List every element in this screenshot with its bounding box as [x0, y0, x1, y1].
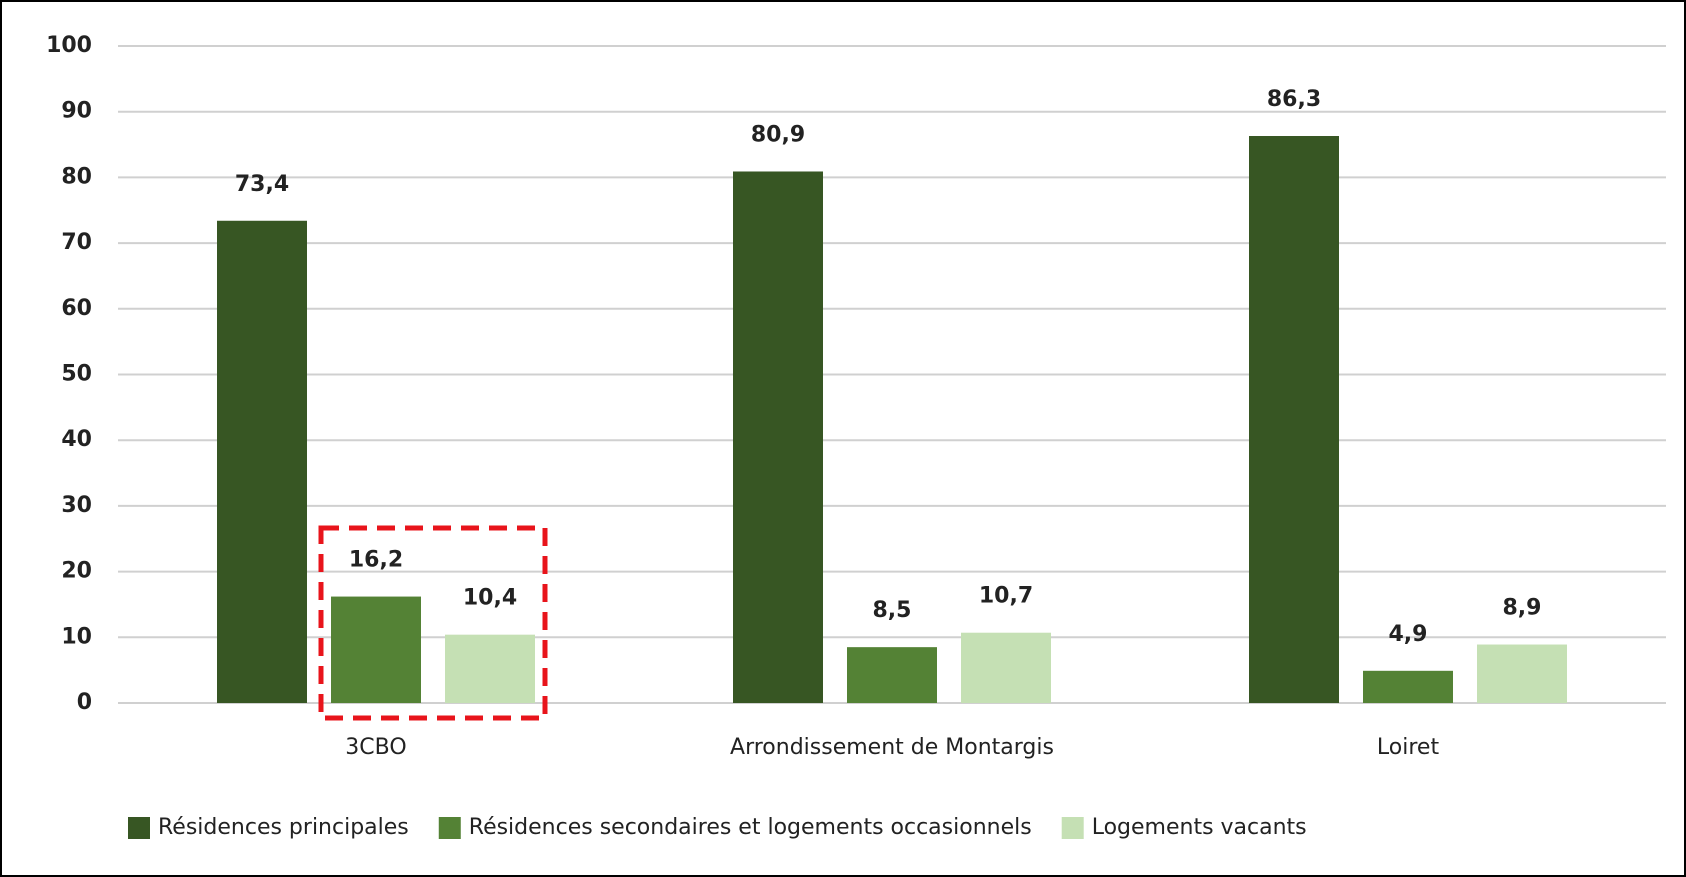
bar [733, 171, 823, 703]
legend-label: Résidences secondaires et logements occa… [469, 815, 1032, 840]
x-tick-label: Arrondissement de Montargis [730, 735, 1054, 760]
legend-swatch [1061, 817, 1084, 839]
bar [1363, 670, 1453, 703]
data-label: 86,3 [1267, 87, 1321, 112]
data-label: 80,9 [751, 122, 805, 147]
bar [217, 220, 307, 703]
bar [445, 634, 535, 703]
data-label: 4,9 [1389, 622, 1428, 647]
bar [847, 647, 937, 703]
x-tick-label: 3CBO [345, 735, 406, 760]
y-tick-label: 50 [61, 362, 92, 387]
legend-label: Logements vacants [1092, 815, 1307, 840]
y-tick-label: 100 [46, 33, 92, 58]
y-tick-label: 90 [61, 99, 92, 124]
bar [961, 632, 1051, 703]
y-tick-label: 80 [61, 164, 92, 189]
data-label: 8,5 [873, 598, 912, 623]
data-label: 73,4 [235, 172, 289, 197]
y-tick-label: 70 [61, 230, 92, 255]
y-tick-label: 0 [77, 690, 92, 715]
bar [331, 596, 421, 703]
data-label: 10,4 [463, 586, 517, 611]
data-label: 8,9 [1503, 596, 1542, 621]
bar [1249, 136, 1339, 703]
legend-swatch [438, 817, 461, 839]
x-tick-label: Loiret [1377, 735, 1440, 760]
legend-label: Résidences principales [158, 815, 409, 840]
y-tick-label: 40 [61, 427, 92, 452]
data-label: 16,2 [349, 548, 403, 573]
legend-swatch [128, 817, 150, 839]
highlight-box [318, 525, 548, 721]
y-tick-label: 30 [61, 493, 92, 518]
y-tick-label: 20 [61, 559, 92, 584]
y-tick-label: 10 [61, 624, 92, 649]
y-tick-label: 60 [61, 296, 92, 321]
data-label: 10,7 [979, 584, 1033, 609]
bar [1477, 644, 1567, 703]
